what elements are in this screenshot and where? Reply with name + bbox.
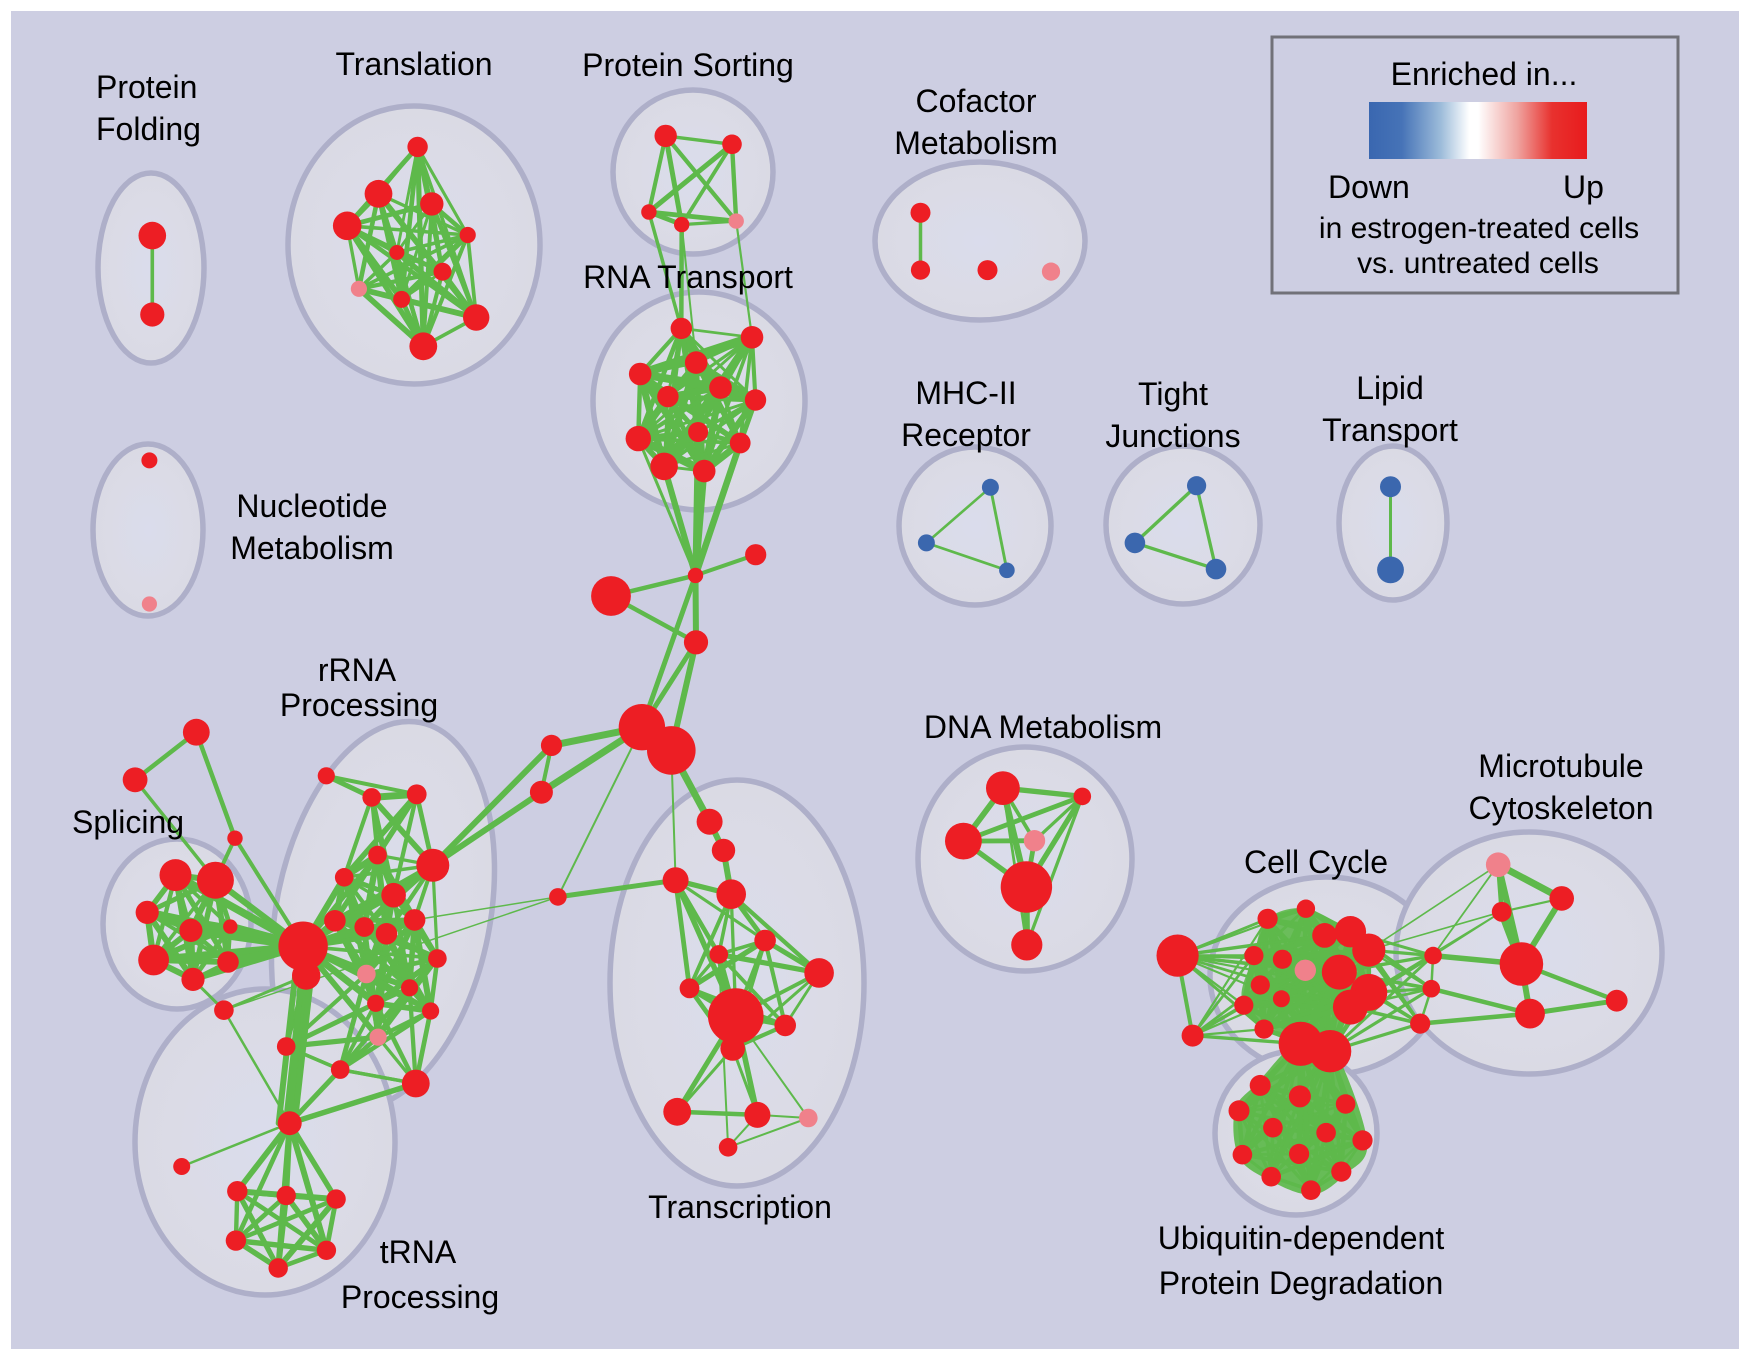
svg-text:Cytoskeleton: Cytoskeleton bbox=[1469, 790, 1654, 826]
svg-text:Enriched in...: Enriched in... bbox=[1391, 56, 1578, 92]
svg-text:Junctions: Junctions bbox=[1105, 418, 1240, 454]
svg-text:Metabolism: Metabolism bbox=[230, 530, 394, 566]
svg-text:Folding: Folding bbox=[96, 111, 201, 147]
svg-text:Nucleotide: Nucleotide bbox=[236, 488, 387, 524]
svg-text:Ubiquitin-dependent: Ubiquitin-dependent bbox=[1158, 1220, 1445, 1256]
svg-text:in estrogen-treated cells: in estrogen-treated cells bbox=[1319, 212, 1639, 245]
svg-text:Processing: Processing bbox=[341, 1279, 499, 1315]
svg-text:rRNA: rRNA bbox=[318, 652, 397, 688]
svg-text:Protein Sorting: Protein Sorting bbox=[582, 47, 794, 83]
svg-text:Processing: Processing bbox=[280, 687, 438, 723]
svg-text:Lipid: Lipid bbox=[1356, 370, 1424, 406]
svg-text:Protein: Protein bbox=[96, 69, 197, 105]
svg-text:Microtubule: Microtubule bbox=[1478, 748, 1643, 784]
svg-text:Translation: Translation bbox=[335, 46, 492, 82]
svg-text:Up: Up bbox=[1563, 169, 1604, 205]
svg-text:Receptor: Receptor bbox=[901, 417, 1031, 453]
svg-text:tRNA: tRNA bbox=[380, 1234, 457, 1270]
svg-text:Cell Cycle: Cell Cycle bbox=[1244, 844, 1388, 880]
svg-text:Down: Down bbox=[1328, 169, 1410, 205]
svg-text:Cofactor: Cofactor bbox=[916, 83, 1037, 119]
svg-text:Splicing: Splicing bbox=[72, 804, 184, 840]
svg-text:RNA Transport: RNA Transport bbox=[583, 259, 793, 295]
svg-text:MHC-II: MHC-II bbox=[915, 375, 1016, 411]
svg-text:Transport: Transport bbox=[1322, 412, 1458, 448]
svg-text:Transcription: Transcription bbox=[648, 1189, 832, 1225]
svg-text:Protein Degradation: Protein Degradation bbox=[1159, 1265, 1444, 1301]
svg-text:Metabolism: Metabolism bbox=[894, 125, 1058, 161]
svg-text:DNA Metabolism: DNA Metabolism bbox=[924, 709, 1162, 745]
svg-text:vs. untreated cells: vs. untreated cells bbox=[1357, 247, 1599, 280]
svg-text:Tight: Tight bbox=[1138, 376, 1208, 412]
